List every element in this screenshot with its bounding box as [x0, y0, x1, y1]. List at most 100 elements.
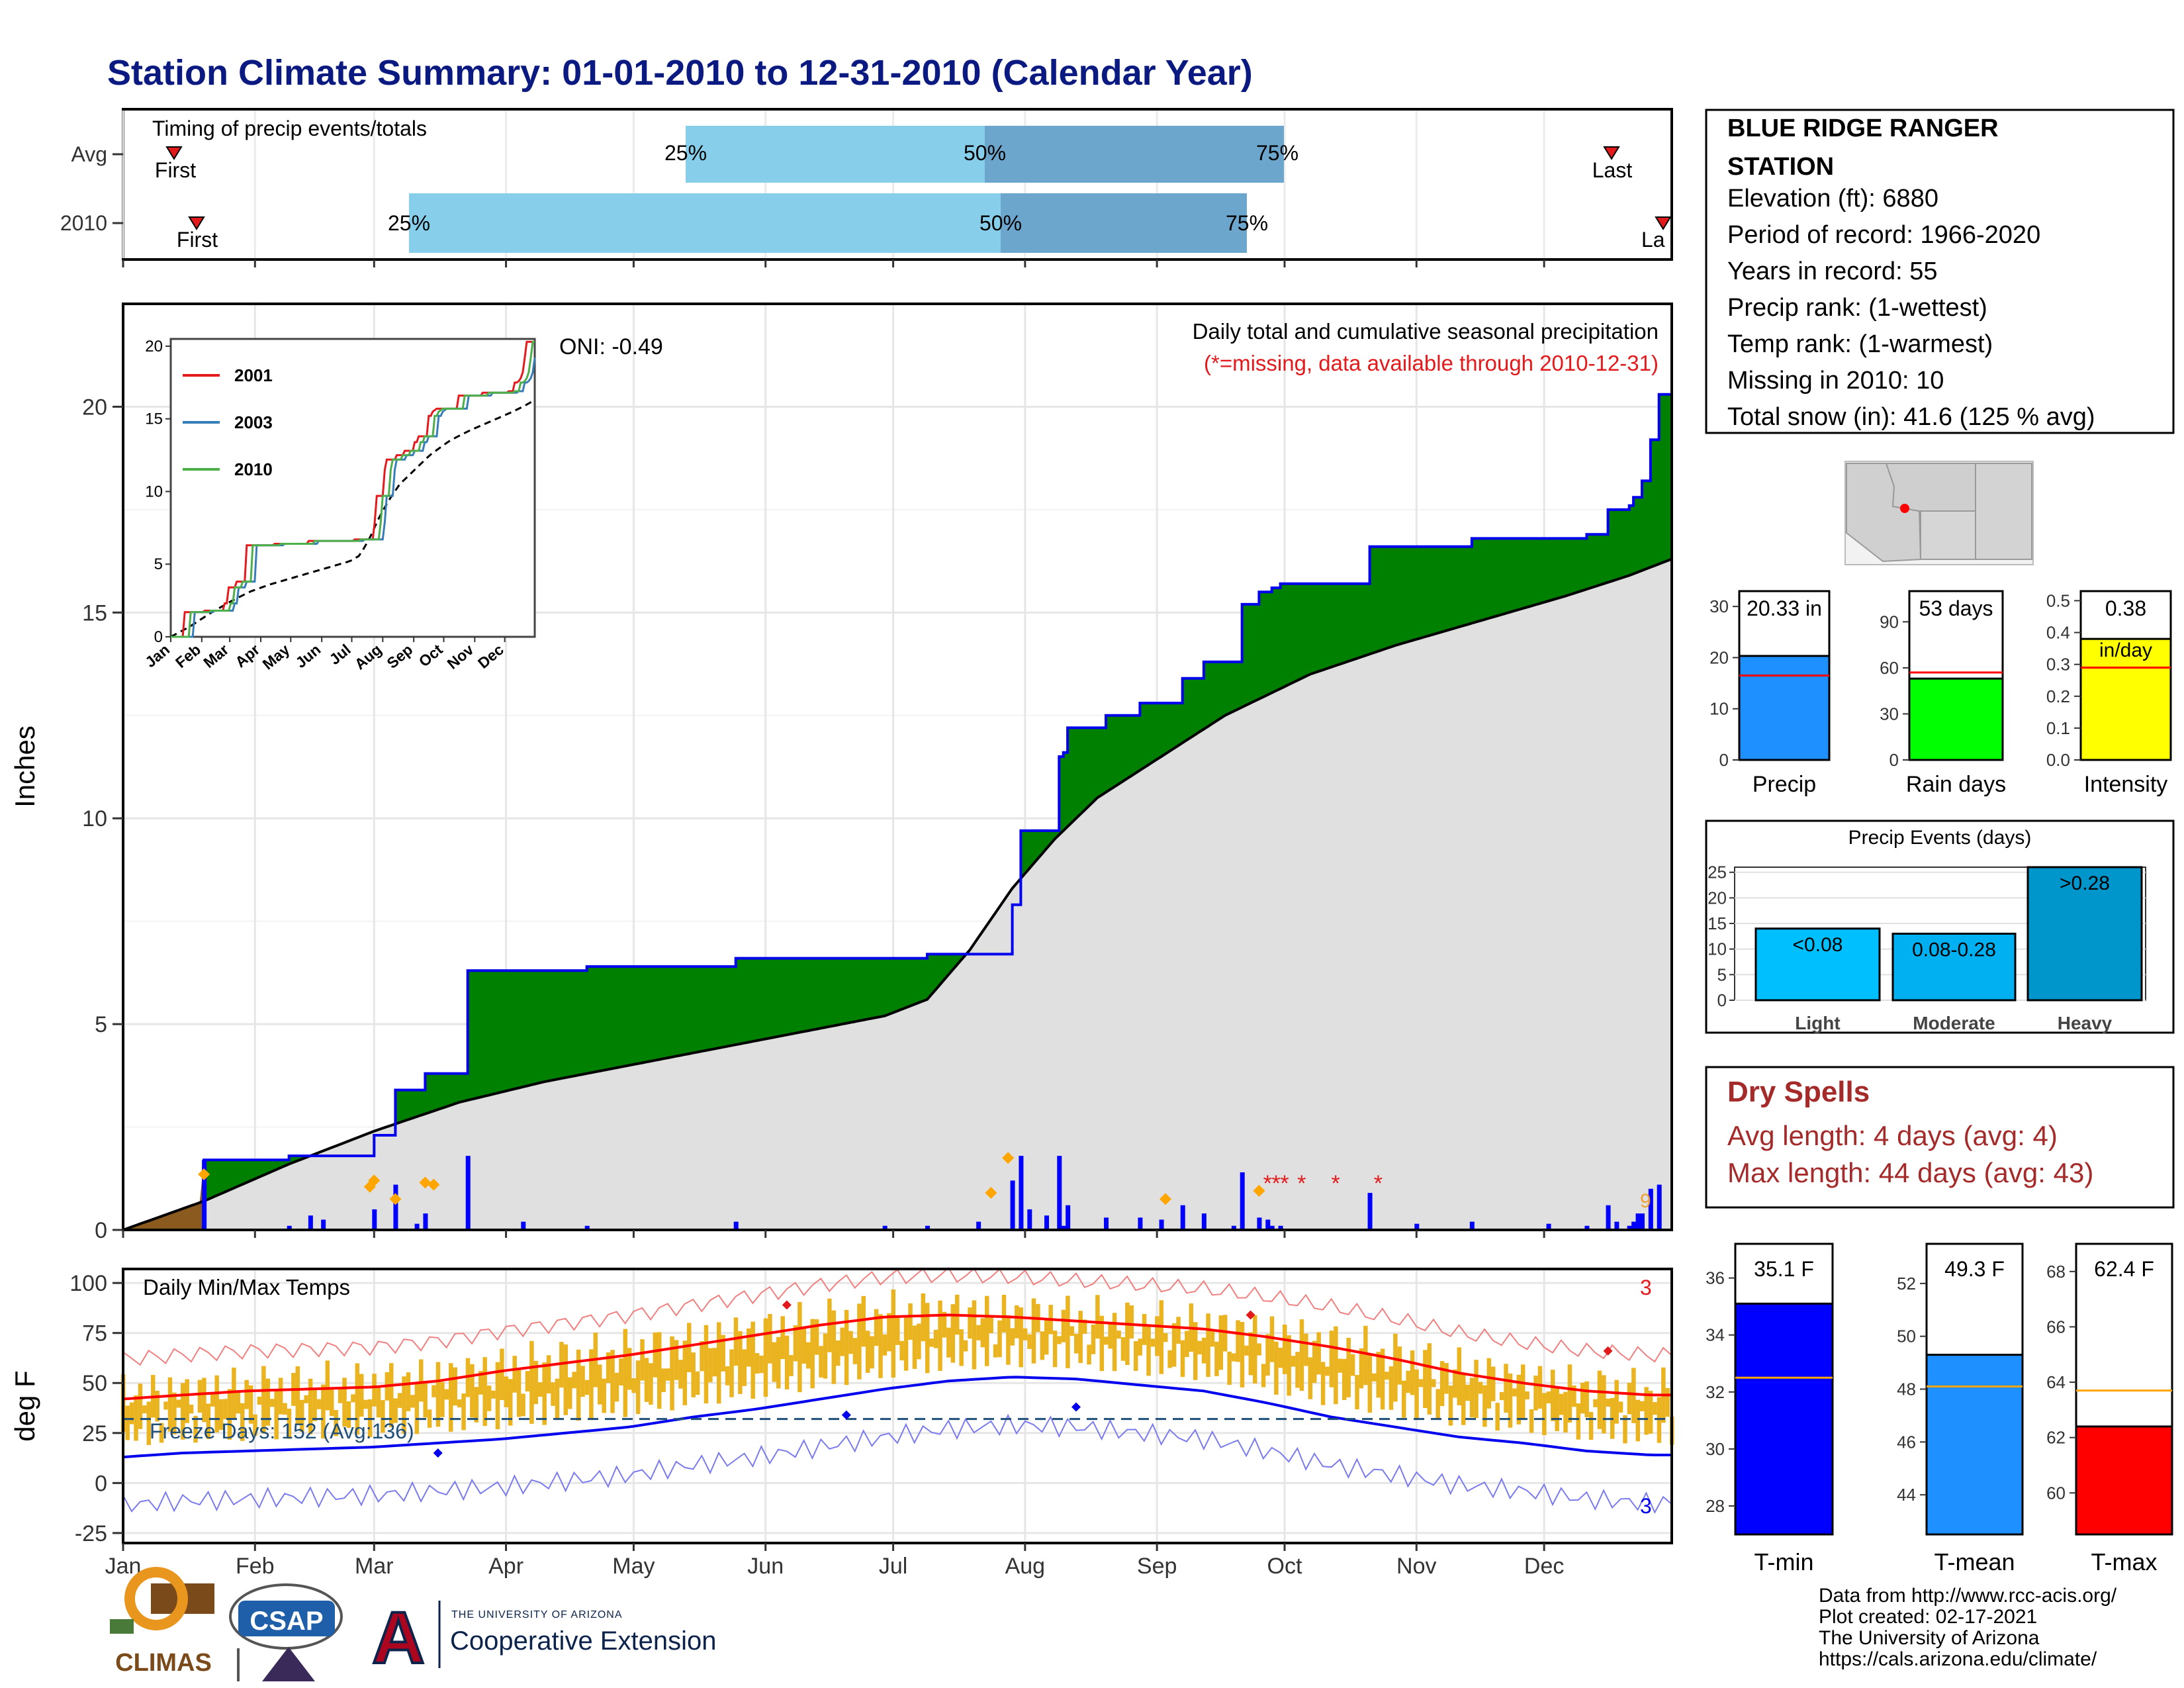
month-label: Jun — [747, 1554, 784, 1579]
daily-temp-range-bar — [1180, 1340, 1185, 1378]
daily-temp-range-bar — [134, 1395, 138, 1441]
daily-precip-bar — [1257, 1217, 1262, 1230]
precip-panel-frame — [122, 303, 1673, 1231]
climas-logo-sun — [124, 1567, 188, 1630]
timing-panel: Timing of precip events/totals Avg First… — [60, 108, 1673, 267]
daily-temp-range-bar — [265, 1378, 271, 1426]
inset-legend-label: 2003 — [234, 412, 273, 432]
daily-temp-range-bar — [1015, 1305, 1019, 1338]
daily-temp-range-bar — [274, 1391, 279, 1440]
daily-temp-range-bar — [700, 1341, 704, 1372]
events-ytick-label: 20 — [1707, 888, 1727, 908]
daily-temp-range-bar — [495, 1362, 500, 1430]
daily-temp-range-bar — [1146, 1327, 1151, 1376]
daily-temp-range-bar — [1402, 1380, 1406, 1418]
daily-temp-range-bar — [1367, 1354, 1373, 1413]
daily-temp-range-bar — [1478, 1382, 1483, 1394]
temp-bar-ytick-label: 28 — [1706, 1496, 1725, 1516]
events-category-label: Heavy — [2058, 1013, 2113, 1033]
daily-temp-range-bar — [176, 1399, 181, 1408]
csap-mountain — [262, 1647, 315, 1681]
daily-temp-range-bar — [1385, 1372, 1389, 1380]
csap-logo: CSAP — [229, 1583, 343, 1681]
station-location-marker — [1900, 504, 1909, 513]
summary-bar-ytick-label: 20 — [1709, 647, 1729, 667]
daily-temp-range-bar — [870, 1336, 874, 1369]
daily-temp-range-bar — [363, 1399, 368, 1409]
daily-temp-range-bar — [1359, 1348, 1364, 1389]
daily-precip-bar — [1627, 1225, 1632, 1230]
daily-temp-range-bar — [1346, 1338, 1351, 1397]
daily-temp-range-bar — [1112, 1313, 1117, 1372]
timing-2010-q50: 50% — [979, 211, 1022, 235]
daily-temp-range-bar — [866, 1331, 870, 1373]
daily-temp-range-bar — [1099, 1315, 1105, 1372]
daily-temp-range-bar — [1495, 1403, 1500, 1431]
daily-precip-bar — [925, 1225, 930, 1230]
daily-temp-range-bar — [589, 1349, 594, 1421]
daily-temp-range-bar — [257, 1396, 262, 1405]
daily-temp-range-bar — [533, 1360, 539, 1405]
daily-temp-range-bar — [1325, 1366, 1330, 1376]
station-info-frame — [1705, 109, 2175, 434]
summary-bar-rain-days — [1908, 677, 2004, 761]
daily-temp-range-bar — [529, 1340, 534, 1424]
daily-temp-range-bar — [1546, 1391, 1551, 1404]
oni-label: ONI: -0.49 — [559, 334, 663, 359]
daily-temp-range-bar — [159, 1423, 164, 1443]
daily-temp-range-bar — [325, 1360, 330, 1411]
summary-bar-ytick-label: 0.1 — [2046, 718, 2070, 738]
month-label: Sep — [1137, 1554, 1177, 1579]
missing-data-marker: * — [1263, 1171, 1272, 1196]
daily-temp-range-bar — [814, 1319, 819, 1355]
daily-temp-range-bar — [210, 1394, 215, 1407]
temperature-summary-bars: 28 30 32 34 36 35.1 F T-min 44 46 48 50 52 49.3 F T-m… — [1706, 1243, 2173, 1575]
daily-precip-bar — [287, 1225, 292, 1230]
daily-temp-range-bar — [538, 1382, 543, 1397]
daily-temp-range-bar — [1142, 1313, 1147, 1345]
daily-temp-range-bar — [623, 1329, 628, 1417]
csap-badge — [238, 1601, 335, 1636]
daily-temp-range-bar — [1227, 1351, 1232, 1385]
daily-temp-range-bar — [1474, 1360, 1479, 1419]
temp-bar-ytick-label: 52 — [1897, 1274, 1916, 1293]
daily-precip-bar — [1640, 1213, 1645, 1230]
daily-temp-range-bar — [580, 1366, 585, 1397]
daily-temp-range-bar — [1027, 1334, 1032, 1349]
events-bar-moderate — [1891, 933, 2017, 1002]
daily-temp-range-bar — [1559, 1393, 1564, 1415]
daily-temp-range-bar — [240, 1403, 245, 1441]
daily-temp-range-bar — [635, 1360, 641, 1415]
heavy-event-marker — [428, 1178, 440, 1191]
daily-temp-range-bar — [959, 1329, 964, 1366]
daily-temp-range-bar — [1635, 1399, 1641, 1442]
daily-precip-bar — [733, 1221, 739, 1230]
daily-temp-range-bar — [1461, 1374, 1466, 1425]
heavy-event-marker — [1253, 1184, 1265, 1197]
daily-temp-range-bar — [1482, 1385, 1487, 1427]
daily-temp-range-bar — [563, 1344, 569, 1415]
daily-temp-range-bar — [1167, 1350, 1172, 1368]
temperature-panel: -25 0 25 50 75 100 Jan Feb Mar Apr May Jun Jul Aug Sep… — [9, 1266, 1674, 1579]
temp-bar-ytick-label: 34 — [1706, 1325, 1725, 1345]
daily-temp-range-bar — [874, 1309, 879, 1346]
daily-temp-range-bar — [1001, 1295, 1007, 1333]
daily-temp-range-bar — [1355, 1375, 1359, 1410]
inset-legend-label: 2001 — [234, 365, 273, 385]
daily-temp-range-bar — [500, 1348, 504, 1400]
daily-temp-range-bar — [1350, 1354, 1355, 1376]
summary-bar-label: Rain days — [1906, 772, 2006, 797]
daily-temp-range-bar — [572, 1372, 576, 1389]
daily-temp-range-bar — [449, 1363, 453, 1432]
daily-temp-range-bar — [406, 1372, 411, 1411]
inset-ytick-label: 0 — [154, 628, 163, 646]
precip-ytick-label: 5 — [95, 1012, 107, 1037]
daily-temp-range-bar — [836, 1340, 841, 1366]
temp-bar-ytick-label: 48 — [1897, 1380, 1916, 1399]
daily-precip-bar — [1367, 1193, 1373, 1230]
daily-temp-range-bar — [993, 1344, 998, 1358]
temp-bar-ytick-label: 66 — [2046, 1317, 2066, 1336]
daily-temp-range-bar — [1418, 1379, 1424, 1387]
daily-temp-range-bar — [508, 1379, 513, 1426]
daily-temp-range-bar — [780, 1316, 785, 1360]
